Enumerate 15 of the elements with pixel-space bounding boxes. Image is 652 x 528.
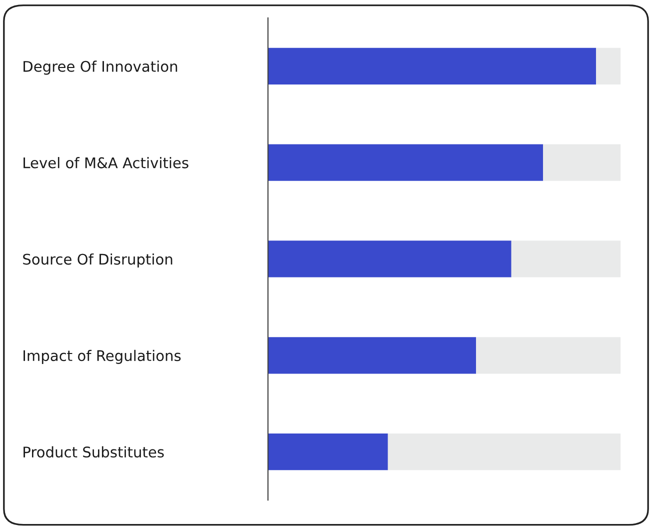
y-tick-label: Impact of Regulations	[24, 350, 181, 364]
bar	[476, 337, 621, 374]
y-tick-label: Level of M&A Activities	[24, 157, 188, 168]
y-tick-label: Source Of Disruption	[23, 253, 172, 268]
bar	[268, 337, 476, 374]
bar	[268, 240, 512, 278]
bar	[268, 433, 388, 470]
bar	[596, 48, 621, 84]
bar	[543, 144, 621, 181]
y-tick-label: Degree Of Innovation	[24, 60, 178, 75]
y-tick-label: Product Substitutes	[24, 446, 164, 458]
bar	[268, 144, 544, 181]
bar	[511, 240, 621, 278]
bar	[268, 48, 596, 84]
bar	[388, 433, 621, 470]
